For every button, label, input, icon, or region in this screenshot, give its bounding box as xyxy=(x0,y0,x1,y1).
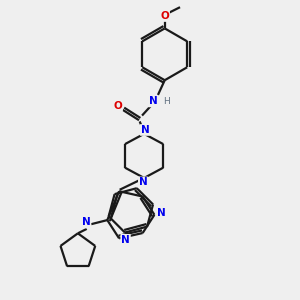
Text: H: H xyxy=(164,97,170,106)
Text: N: N xyxy=(139,177,148,188)
Text: N: N xyxy=(157,208,165,218)
Text: N: N xyxy=(141,125,149,135)
Text: O: O xyxy=(160,11,169,21)
Text: N: N xyxy=(121,235,130,245)
Text: N: N xyxy=(148,96,157,106)
Text: N: N xyxy=(82,218,91,227)
Text: O: O xyxy=(113,101,122,111)
